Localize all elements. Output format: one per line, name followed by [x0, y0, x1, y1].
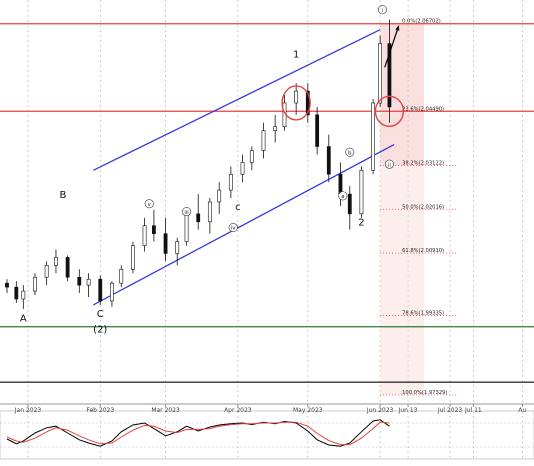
- candle-body[interactable]: [54, 257, 58, 266]
- wave-label-circle: [338, 191, 348, 201]
- fib-zone-lower: [380, 165, 425, 395]
- candle-body[interactable]: [21, 290, 26, 300]
- candle-body[interactable]: [196, 213, 201, 223]
- wave-label: iii: [184, 210, 188, 216]
- candle-body[interactable]: [163, 233, 168, 254]
- candle-body[interactable]: [217, 189, 222, 203]
- candle-body[interactable]: [249, 150, 254, 163]
- wave-label-circle: [377, 5, 387, 15]
- wave-label-circle: [384, 159, 394, 169]
- candle-body[interactable]: [261, 130, 266, 151]
- candle-body[interactable]: [175, 241, 180, 254]
- candle-body[interactable]: [119, 269, 124, 284]
- fib-level-label: 100.0%(1.97329): [402, 390, 447, 396]
- candle-body[interactable]: [5, 282, 9, 288]
- candle-body[interactable]: [294, 90, 299, 104]
- candle-body[interactable]: [131, 245, 135, 270]
- fib-level-label: 38.2%(2.03122): [402, 160, 444, 166]
- candle-body[interactable]: [240, 162, 245, 175]
- wave-label: v: [148, 202, 151, 208]
- candle-body[interactable]: [14, 286, 19, 300]
- candle-body[interactable]: [378, 43, 382, 104]
- highlight-circle-wave1: [281, 85, 311, 121]
- candle-body[interactable]: [347, 193, 352, 215]
- fib-level-label: 50.0%(2.02016): [402, 204, 444, 210]
- candle-body[interactable]: [207, 201, 212, 223]
- fib-level-label: 61.8%(2.00910): [402, 248, 444, 254]
- candle-body[interactable]: [33, 276, 37, 292]
- candle-body[interactable]: [387, 43, 392, 108]
- wave-label: (2): [93, 325, 107, 336]
- wave-label: iv: [231, 226, 236, 232]
- fib-level-label: 23.6%(2.04490): [402, 106, 444, 112]
- wave-label-circle: [228, 223, 238, 233]
- candle-body[interactable]: [152, 225, 156, 234]
- candle-body[interactable]: [65, 257, 70, 278]
- candle-body[interactable]: [273, 126, 278, 131]
- wave-label: ii: [388, 162, 391, 168]
- candle-body[interactable]: [326, 146, 331, 175]
- x-tick-label: May 2023: [293, 407, 323, 414]
- x-tick-label: Au: [518, 407, 526, 414]
- wave-label-circle: [345, 147, 355, 157]
- wave-label: 2: [358, 218, 364, 229]
- wave-label: A: [20, 314, 27, 325]
- wave-label-circle: [144, 199, 154, 209]
- oscillator-line: [6, 419, 390, 447]
- projection-arrow-head: [395, 25, 400, 31]
- wave-label: C: [97, 309, 104, 320]
- fib-level-label: 0.0%(2.06702): [402, 19, 441, 25]
- projection-arrow-line: [384, 25, 400, 68]
- candle-body[interactable]: [228, 173, 233, 191]
- x-tick-label: Jun 13: [398, 407, 418, 414]
- wave-label: a: [341, 194, 344, 200]
- oscillator-line: [6, 421, 390, 446]
- candle-body[interactable]: [338, 173, 343, 195]
- oscillator-panel: [0, 410, 534, 460]
- candle-body[interactable]: [184, 213, 189, 242]
- x-tick-label: Jul 2023: [437, 407, 463, 414]
- channel-line: [92, 29, 381, 171]
- candle-body[interactable]: [305, 90, 310, 116]
- candle-body[interactable]: [371, 102, 376, 171]
- x-tick-label: Jun 2023: [366, 407, 394, 414]
- candle-body[interactable]: [142, 225, 147, 246]
- wave-label: 1: [293, 49, 299, 60]
- candle-body[interactable]: [359, 169, 364, 215]
- x-tick-label: Apr 2023: [224, 407, 252, 414]
- x-tick-label: Feb 2023: [86, 407, 114, 414]
- wave-label: B: [60, 190, 67, 201]
- candle-body[interactable]: [44, 265, 49, 278]
- x-tick-label: Jan 2023: [14, 407, 42, 414]
- wave-label-circle: [182, 207, 192, 217]
- wave-label: c: [235, 202, 241, 213]
- candle-body[interactable]: [110, 282, 114, 302]
- fib-zone-upper: [380, 23, 425, 166]
- candle-body[interactable]: [77, 276, 82, 286]
- highlight-circle-wave2: [374, 95, 405, 127]
- fib-level-label: 78.6%(1.99335): [402, 310, 444, 316]
- candle-body[interactable]: [86, 278, 91, 286]
- wave-label: b: [348, 150, 352, 156]
- x-tick-label: Jul 11: [464, 407, 482, 414]
- candle-body[interactable]: [98, 278, 103, 302]
- x-tick-label: Mar 2023: [151, 407, 180, 414]
- candle-body[interactable]: [315, 114, 320, 147]
- wave-label: i: [382, 8, 383, 14]
- channel-line: [92, 143, 395, 306]
